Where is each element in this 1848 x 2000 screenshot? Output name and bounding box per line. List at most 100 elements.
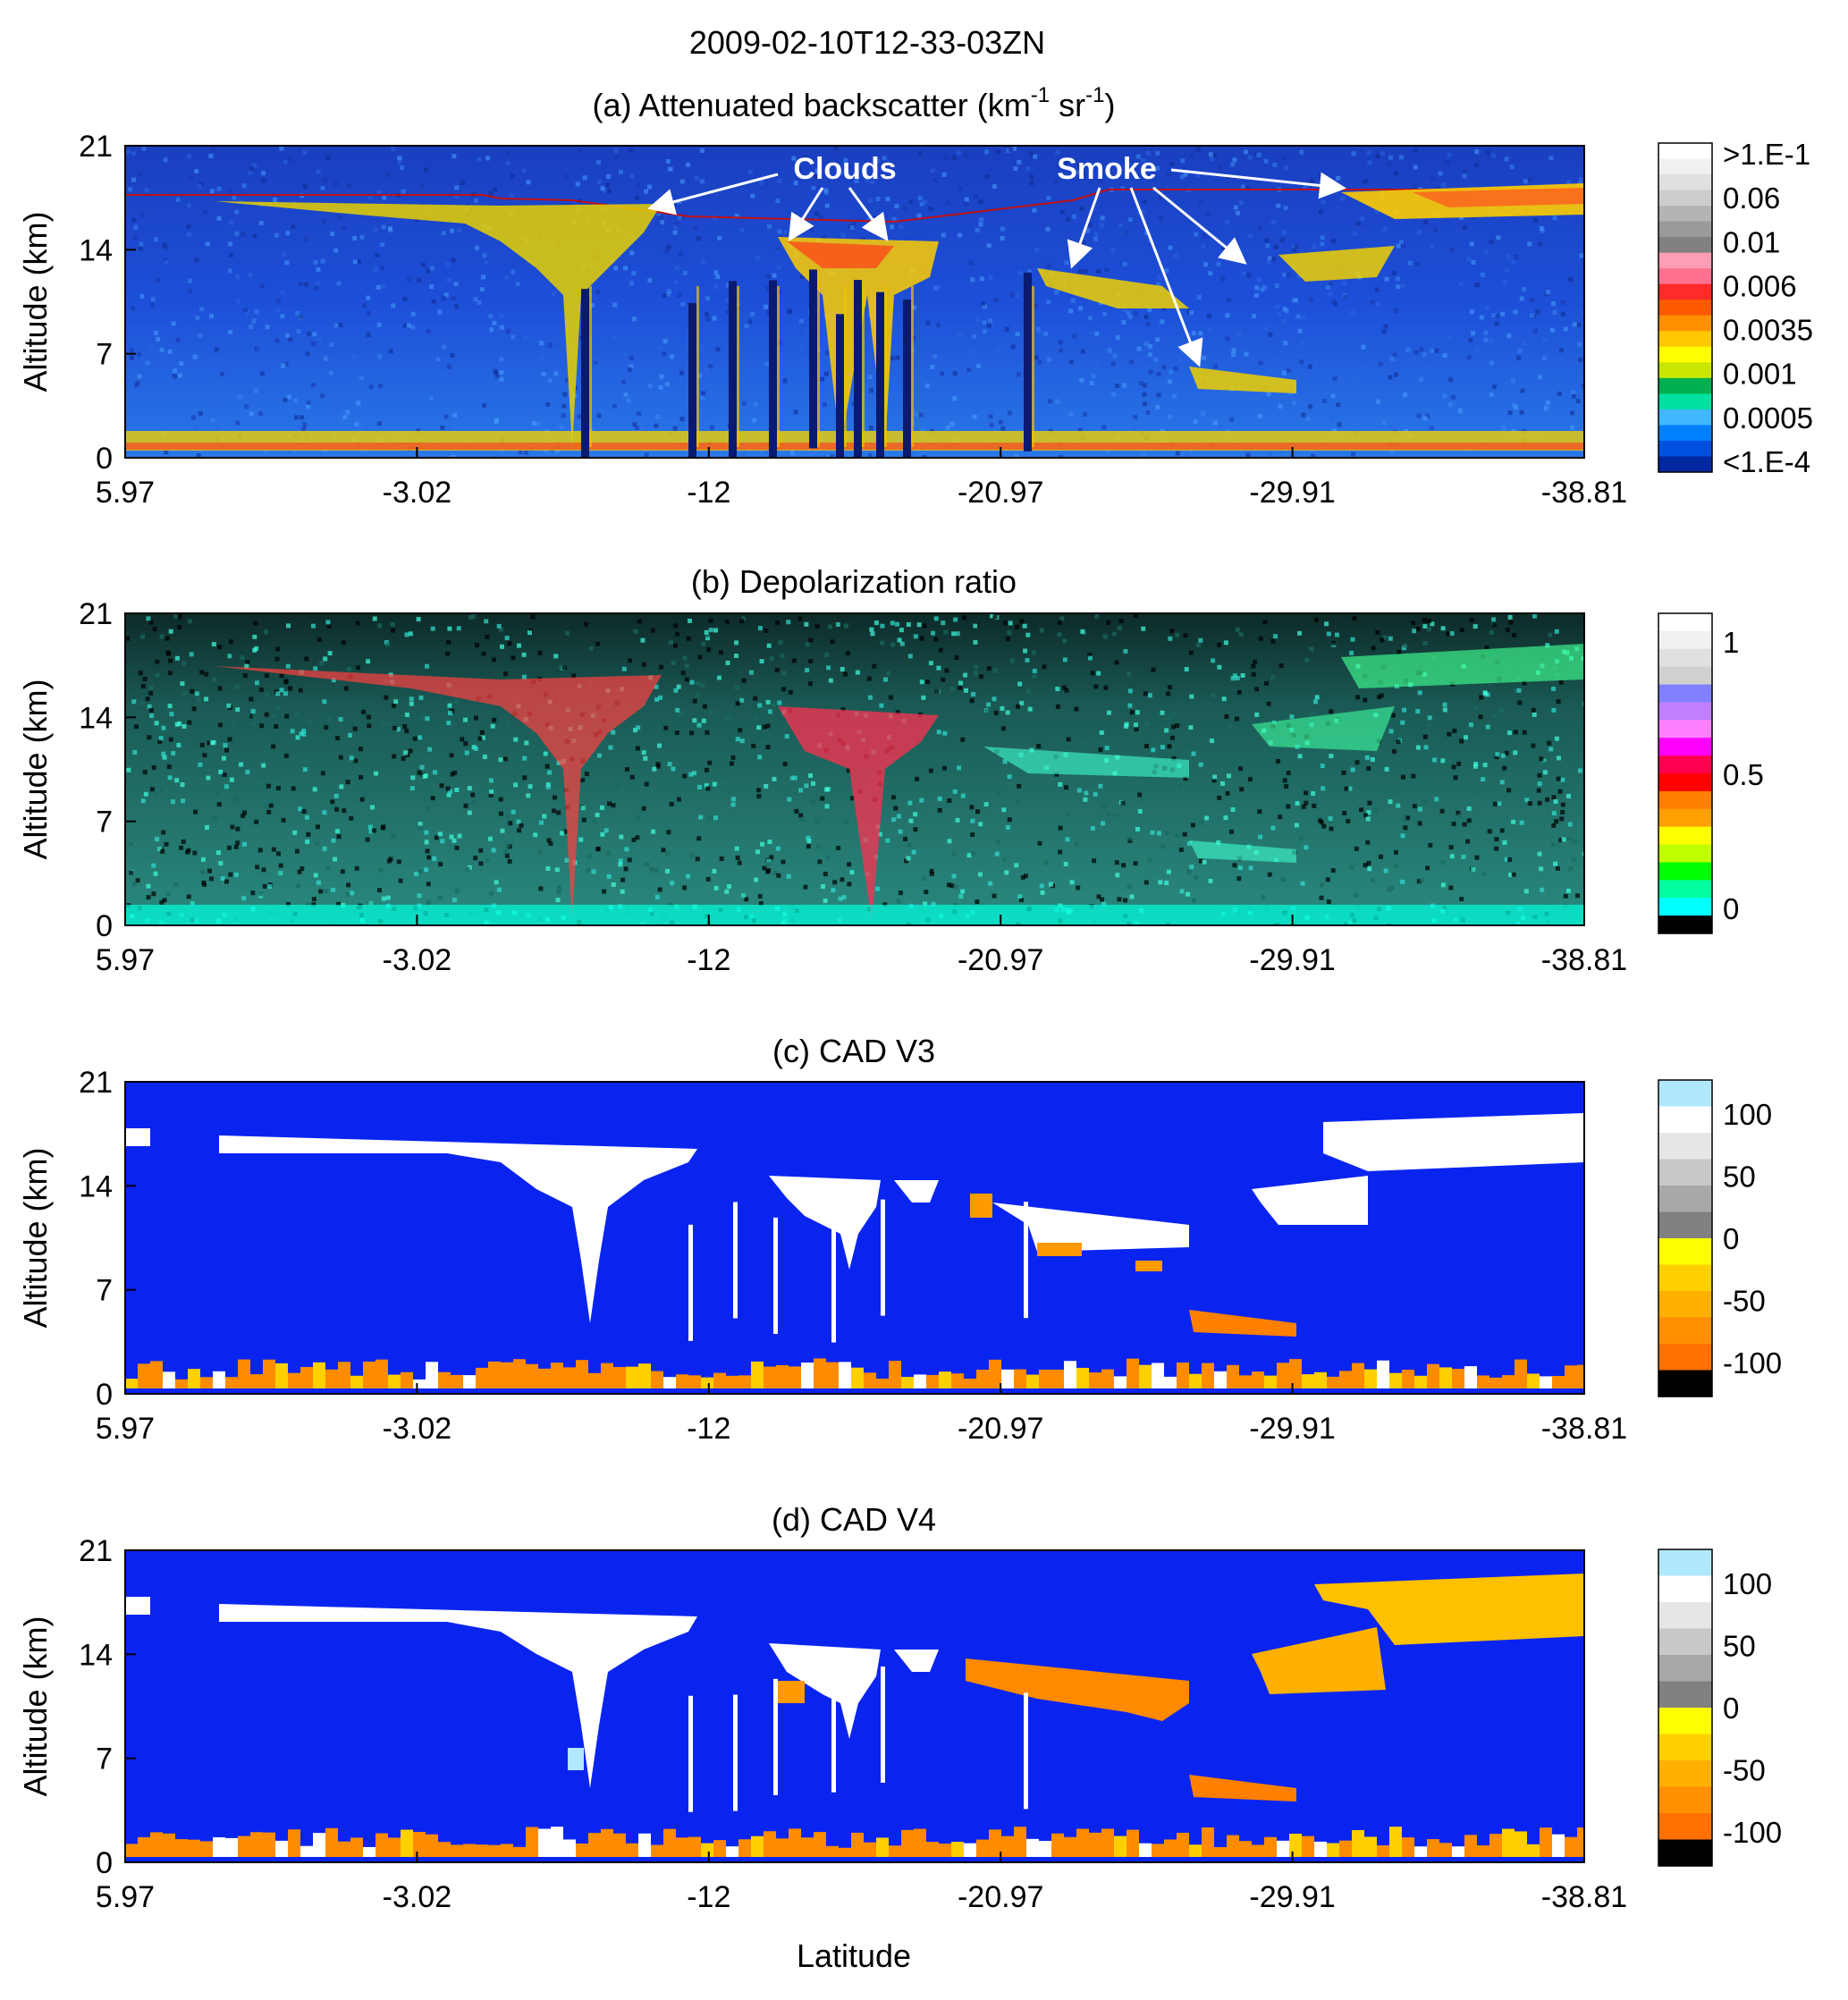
colorbar-swatch xyxy=(1658,315,1712,332)
noise-pixel xyxy=(1309,646,1314,652)
noise-pixel xyxy=(895,621,900,627)
surface-cell xyxy=(638,1363,651,1388)
noise-pixel xyxy=(434,835,439,840)
noise-pixel xyxy=(150,302,156,308)
noise-pixel xyxy=(1489,392,1495,397)
noise-pixel xyxy=(682,414,688,419)
surface-cell xyxy=(1515,1359,1527,1388)
noise-pixel xyxy=(190,688,195,694)
colorbar-tick-label: 0.06 xyxy=(1723,181,1780,215)
noise-pixel xyxy=(1161,365,1167,370)
noise-pixel xyxy=(1280,877,1286,882)
noise-pixel xyxy=(1416,879,1422,884)
noise-pixel xyxy=(1517,348,1523,353)
noise-pixel xyxy=(1399,155,1405,160)
noise-pixel xyxy=(255,865,260,870)
noise-pixel xyxy=(366,295,371,300)
noise-pixel xyxy=(305,840,310,845)
noise-pixel xyxy=(1442,393,1447,399)
surface-cell xyxy=(976,1369,989,1388)
noise-pixel xyxy=(1506,730,1512,736)
noise-pixel xyxy=(706,814,712,820)
noise-pixel xyxy=(602,188,607,193)
noise-pixel xyxy=(1156,282,1161,287)
noise-pixel xyxy=(716,675,721,680)
noise-pixel xyxy=(941,765,947,771)
noise-pixel xyxy=(132,234,138,240)
noise-pixel xyxy=(1179,889,1185,894)
noise-pixel xyxy=(244,663,249,669)
noise-pixel xyxy=(1256,785,1262,790)
noise-pixel xyxy=(684,677,689,682)
noise-pixel xyxy=(477,736,483,741)
surface-cell xyxy=(188,1369,200,1388)
noise-pixel xyxy=(1513,730,1518,735)
colorbar-swatch xyxy=(1658,1159,1712,1186)
noise-pixel xyxy=(666,245,671,250)
noise-pixel xyxy=(326,624,332,629)
noise-pixel xyxy=(1032,669,1037,674)
noise-pixel xyxy=(186,224,191,230)
noise-pixel xyxy=(1093,232,1099,237)
noise-pixel xyxy=(302,149,308,155)
noise-pixel xyxy=(595,159,601,165)
noise-pixel xyxy=(993,710,999,715)
noise-pixel xyxy=(586,867,591,873)
noise-pixel xyxy=(958,186,964,191)
noise-pixel xyxy=(428,395,434,401)
colorbar-tick-label: -50 xyxy=(1723,1754,1766,1787)
noise-pixel xyxy=(304,814,309,820)
noise-pixel xyxy=(372,616,377,621)
noise-pixel xyxy=(705,730,710,735)
noise-pixel xyxy=(488,890,494,896)
noise-pixel xyxy=(1198,762,1203,767)
noise-pixel xyxy=(478,848,484,853)
clouds-arrow-2 xyxy=(788,187,824,242)
noise-pixel xyxy=(717,235,722,241)
noise-pixel xyxy=(1491,389,1497,394)
noise-pixel xyxy=(537,849,543,855)
noise-pixel xyxy=(1364,755,1370,760)
noise-pixel xyxy=(1448,885,1454,890)
noise-pixel xyxy=(1329,281,1334,286)
noise-pixel xyxy=(194,169,199,174)
noise-pixel xyxy=(1551,811,1557,816)
noise-pixel xyxy=(1054,772,1059,777)
noise-pixel xyxy=(1289,714,1295,720)
noise-pixel xyxy=(735,855,740,860)
noise-pixel xyxy=(1264,680,1270,686)
colorbar-swatch xyxy=(1658,844,1712,864)
noise-pixel xyxy=(133,724,139,730)
panel-c-aerosol-5 xyxy=(1189,1310,1296,1337)
noise-pixel xyxy=(422,773,427,779)
noise-pixel xyxy=(1468,722,1473,728)
noise-pixel xyxy=(259,283,265,289)
panel-d-columns xyxy=(688,1666,1028,1812)
noise-pixel xyxy=(1346,819,1351,824)
x-tick-label: -20.97 xyxy=(958,1412,1043,1446)
noise-pixel xyxy=(1220,781,1226,786)
noise-pixel xyxy=(1560,809,1565,814)
noise-pixel xyxy=(198,762,203,767)
noise-pixel xyxy=(393,699,399,705)
noise-pixel xyxy=(1325,284,1330,290)
noise-pixel xyxy=(730,802,736,807)
noise-pixel xyxy=(154,330,159,335)
noise-pixel xyxy=(1153,358,1159,363)
noise-pixel xyxy=(548,841,553,847)
noise-pixel xyxy=(1258,360,1263,366)
panel-c-plot xyxy=(125,1082,1584,1394)
noise-pixel xyxy=(144,188,149,193)
noise-pixel xyxy=(276,299,282,304)
noise-pixel xyxy=(1552,215,1557,221)
noise-pixel xyxy=(1419,878,1424,883)
noise-pixel xyxy=(299,731,304,737)
noise-pixel xyxy=(1164,831,1169,836)
panel-d-aerosol-4 xyxy=(1314,1574,1584,1645)
noise-pixel xyxy=(1062,657,1067,662)
noise-pixel xyxy=(627,367,632,372)
noise-pixel xyxy=(591,869,596,874)
noise-pixel xyxy=(692,698,697,704)
noise-pixel xyxy=(639,765,645,771)
noise-pixel xyxy=(1382,226,1388,232)
